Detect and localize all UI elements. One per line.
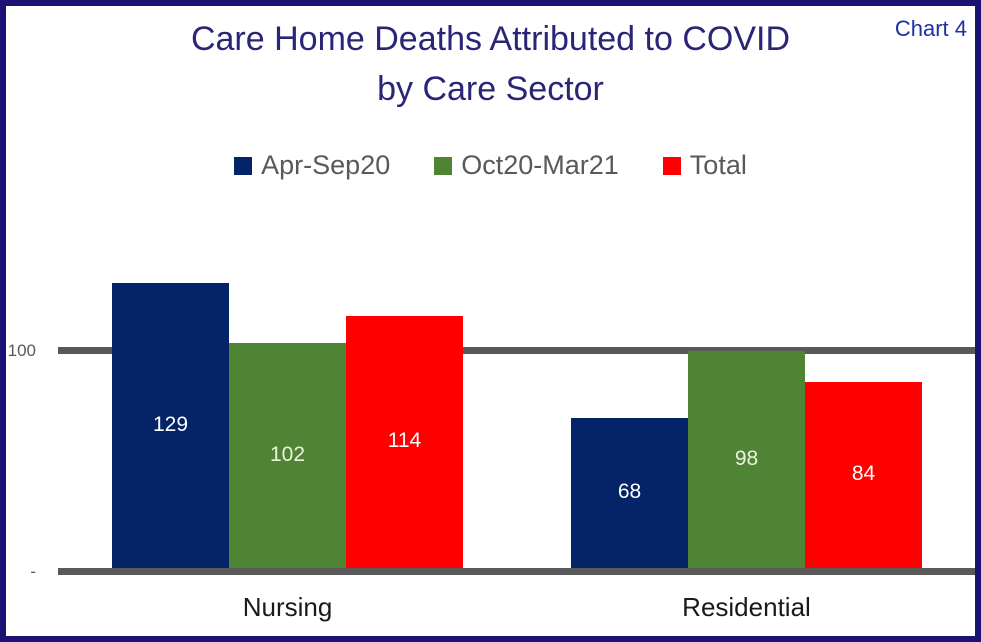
bar-value-label: 102 [269, 442, 306, 466]
bar-nursing-total: 114 [346, 316, 463, 568]
bar-value-label: 68 [617, 480, 642, 503]
gridline-100 [58, 347, 975, 354]
legend-label: Total [689, 150, 747, 180]
legend-label: Apr-Sep20 [261, 150, 391, 180]
bar-value-label: 84 [851, 462, 876, 485]
y-tick-label-0: - [30, 561, 36, 581]
legend-swatch-icon [434, 156, 453, 175]
chart-title: Care Home Deaths Attributed to COVID by … [0, 14, 981, 114]
bar-nursing-apr-sep20: 129 [112, 283, 229, 568]
legend-swatch-icon [662, 156, 681, 175]
legend-label: Oct20-Mar21 [461, 150, 619, 180]
bar-residential-apr-sep20: 68 [571, 418, 688, 568]
bar-nursing-oct20-mar21: 102 [229, 343, 346, 568]
bar-residential-total: 84 [805, 382, 922, 568]
legend-item-apr-sep20: Apr-Sep20 [234, 150, 390, 181]
chart-reference-label: Chart 4 [894, 16, 967, 41]
bar-value-label: 129 [152, 412, 189, 436]
x-axis-line [58, 568, 975, 575]
category-label-nursing: Nursing [242, 592, 333, 622]
category-label-residential: Residential [682, 592, 811, 622]
bar-value-label: 114 [387, 429, 422, 452]
chart-title-line2: by Care Sector [377, 70, 604, 108]
legend-swatch-icon [234, 156, 253, 175]
chart-title-line1: Care Home Deaths Attributed to COVID [190, 20, 791, 58]
bar-value-label: 98 [734, 446, 759, 470]
bar-residential-oct20-mar21: 98 [688, 351, 805, 568]
legend: Apr-Sep20 Oct20-Mar21 Total [0, 150, 981, 181]
legend-item-oct20-mar21: Oct20-Mar21 [434, 150, 619, 181]
legend-item-total: Total [662, 150, 747, 181]
y-tick-label-100: 100 [7, 340, 36, 360]
